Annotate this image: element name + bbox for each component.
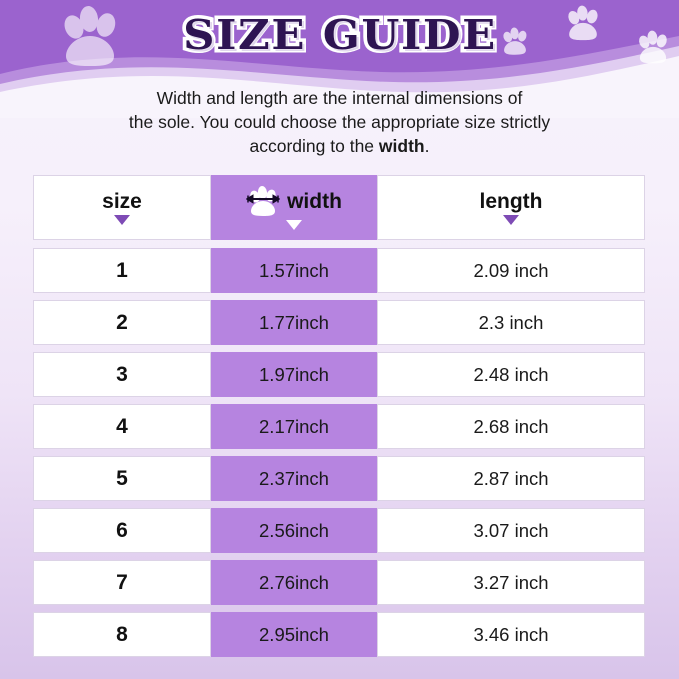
column-header-width[interactable]: width [211, 175, 377, 240]
column-header-width-label: width [287, 189, 342, 213]
cell-size: 2 [33, 300, 211, 345]
page-title: SIZE GUIDE [0, 8, 679, 63]
column-header-size-label: size [102, 189, 142, 213]
cell-width: 2.76inch [211, 560, 377, 605]
column-header-length[interactable]: length [377, 175, 645, 240]
cell-length: 2.3 inch [377, 300, 645, 345]
subtitle-line-3-suffix: . [424, 136, 430, 156]
cell-width: 2.17inch [211, 404, 377, 449]
table-row: 1 1.57inch 2.09 inch [33, 248, 645, 293]
header-background-wave [0, 0, 679, 118]
cell-length: 2.48 inch [377, 352, 645, 397]
cell-length: 2.87 inch [377, 456, 645, 501]
cell-size: 3 [33, 352, 211, 397]
cell-width: 2.56inch [211, 508, 377, 553]
column-header-size[interactable]: size [33, 175, 211, 240]
chevron-down-icon [286, 219, 302, 230]
cell-width: 1.97inch [211, 352, 377, 397]
cell-width: 1.77inch [211, 300, 377, 345]
cell-width: 2.37inch [211, 456, 377, 501]
subtitle: Width and length are the internal dimens… [75, 86, 605, 158]
table-row: 6 2.56inch 3.07 inch [33, 508, 645, 553]
table-row: 5 2.37inch 2.87 inch [33, 456, 645, 501]
cell-size: 6 [33, 508, 211, 553]
cell-length: 3.07 inch [377, 508, 645, 553]
cell-size: 7 [33, 560, 211, 605]
size-guide-table: size [33, 175, 645, 664]
column-header-length-label: length [479, 189, 543, 213]
subtitle-emphasis-width: width [378, 136, 425, 156]
paw-width-measure-icon [245, 185, 281, 218]
cell-size: 5 [33, 456, 211, 501]
table-row: 3 1.97inch 2.48 inch [33, 352, 645, 397]
cell-length: 3.46 inch [377, 612, 645, 657]
table-row: 2 1.77inch 2.3 inch [33, 300, 645, 345]
subtitle-line-3-prefix: according to the [249, 136, 379, 156]
cell-size: 4 [33, 404, 211, 449]
cell-width: 1.57inch [211, 248, 377, 293]
subtitle-line-1: Width and length are the internal dimens… [156, 88, 523, 108]
table-body: 1 1.57inch 2.09 inch 2 1.77inch 2.3 inch 3 1.97… [33, 248, 645, 657]
chevron-down-icon [503, 214, 519, 225]
table-header-row: size [33, 175, 645, 240]
subtitle-line-2: the sole. You could choose the appropria… [128, 112, 551, 132]
table-row: 8 2.95inch 3.46 inch [33, 612, 645, 657]
page-title-text: SIZE GUIDE [179, 8, 499, 63]
cell-size: 8 [33, 612, 211, 657]
cell-width: 2.95inch [211, 612, 377, 657]
table-row: 4 2.17inch 2.68 inch [33, 404, 645, 449]
cell-length: 3.27 inch [377, 560, 645, 605]
cell-length: 2.68 inch [377, 404, 645, 449]
cell-length: 2.09 inch [377, 248, 645, 293]
chevron-down-icon [114, 214, 130, 225]
table-row: 7 2.76inch 3.27 inch [33, 560, 645, 605]
cell-size: 1 [33, 248, 211, 293]
